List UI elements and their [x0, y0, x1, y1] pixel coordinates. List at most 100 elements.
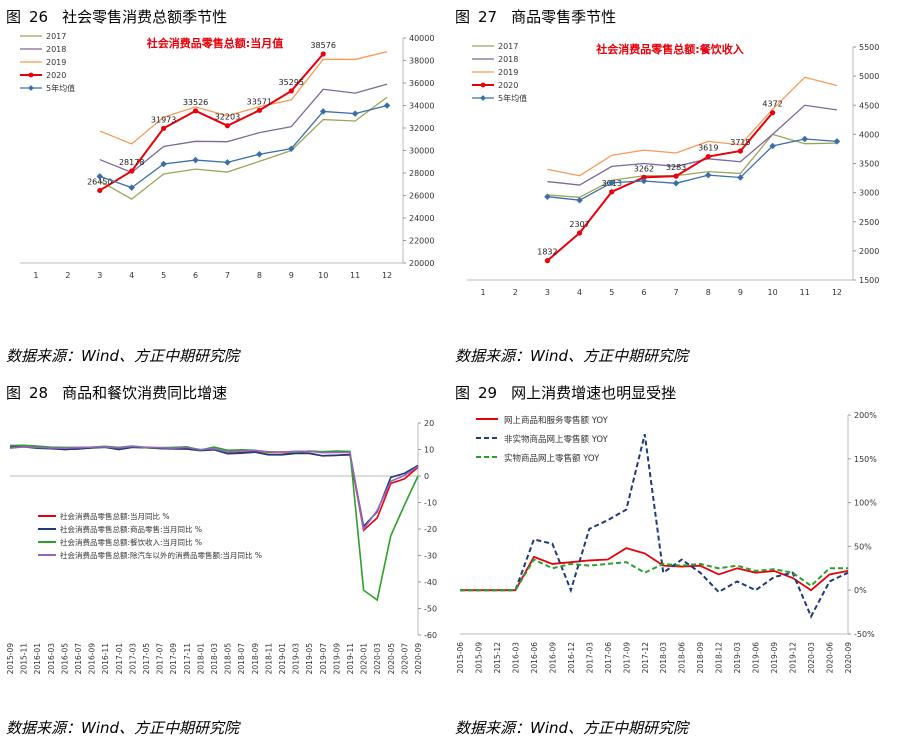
chart-29-online-sales-growth: -50% 0% 50% 100% 150% 200% 2015-06 2015-09 2015-…	[456, 411, 877, 674]
figure-prefix: 图	[455, 8, 471, 26]
legend-marker	[28, 72, 34, 78]
data-label: 38576	[310, 41, 335, 50]
y-tick-label: 22000	[409, 237, 434, 246]
data-point-5年均值	[192, 156, 199, 164]
x-tick-label: 2017-09	[622, 642, 631, 674]
series-line-2019	[99, 51, 388, 145]
y-tick-label: 2500	[859, 218, 879, 227]
x-tick-label: 2016-06	[530, 642, 539, 674]
x-tick-label: 2018-01	[196, 643, 205, 675]
y-tick-label: -10	[424, 499, 437, 508]
x-tick-label: 2016-05	[60, 643, 69, 675]
x-tick-label: 2015-09	[474, 642, 483, 674]
legend-label: 社会消费品零售总额:当月同比 %	[60, 511, 170, 521]
data-label: 2307	[569, 220, 589, 229]
data-point-2020	[320, 51, 326, 57]
y-tick-label: 20	[424, 419, 434, 428]
y-tick-label: -50	[424, 605, 437, 614]
y-tick-label: 10	[424, 446, 434, 455]
x-tick-label: 2017-01	[115, 643, 124, 675]
y-tick-label: 40000	[409, 34, 434, 43]
x-tick-label: 2020-09	[414, 643, 423, 675]
data-point-5年均值	[672, 180, 680, 187]
legend-label: 网上商品和服务零售额 YOY	[504, 415, 609, 426]
legend-label: 2019	[498, 68, 518, 77]
legend-label: 2019	[46, 58, 66, 67]
series-line-2018	[99, 83, 388, 174]
data-point-5年均值	[288, 145, 295, 152]
figure-prefix: 图	[6, 384, 22, 402]
x-tick-label: 2018-12	[715, 642, 724, 674]
data-label: 1832	[537, 248, 557, 257]
data-point-5年均值	[383, 102, 391, 109]
x-tick-label: 2018-03	[210, 643, 219, 675]
series-line-2019	[547, 76, 838, 177]
x-tick-label: 2018-09	[251, 643, 260, 675]
legend-label: 实物商品网上零售额 YOY	[504, 453, 600, 464]
figure-title: 商品零售季节性	[511, 8, 617, 26]
data-point-5年均值	[160, 160, 167, 168]
legend-label: 2017	[498, 42, 518, 51]
x-tick-label: 2015-09	[6, 643, 15, 675]
y-tick-label: 2000	[859, 247, 879, 256]
y-tick-label: 4500	[859, 101, 879, 110]
data-point-2020	[576, 230, 583, 236]
data-point-2020	[737, 148, 744, 154]
y-tick-label: 5000	[859, 72, 879, 81]
x-tick-label: 2015-11	[20, 643, 29, 675]
data-point-2020	[705, 153, 711, 160]
figure-27-caption: 图 27 商品零售季节性	[455, 6, 616, 27]
data-label: 3715	[730, 138, 750, 147]
x-tick-label: 2019-01	[278, 643, 287, 675]
legend-label: 5年均值	[46, 83, 75, 93]
x-tick-label: 2017-06	[604, 642, 613, 674]
figure-prefix: 图	[455, 384, 471, 402]
x-tick-label: 2017-05	[142, 643, 151, 675]
y-tick-label: 4000	[859, 130, 879, 139]
x-tick-label: 7	[674, 288, 679, 297]
legend-label: 非实物商品网上零售额 YOY	[504, 434, 609, 445]
x-tick-label: 11	[800, 288, 810, 297]
data-label: 31973	[151, 115, 176, 124]
y-tick-label: 26000	[409, 192, 434, 201]
x-tick-label: 5	[161, 271, 166, 280]
y-tick-label: 36000	[409, 79, 434, 88]
data-point-2020	[609, 189, 615, 195]
data-point-5年均值	[256, 150, 263, 158]
x-tick-label: 2019-09	[332, 643, 341, 675]
chart-28-yoy-growth: -60 -50 -40 -30 -20 -10 0 10 20 2015-09 2015-11 201…	[6, 419, 437, 675]
y-tick-label: 200%	[854, 411, 877, 420]
data-point-2020	[256, 107, 262, 113]
x-tick-label: 2016-07	[74, 643, 83, 675]
x-tick-label: 2016-09	[88, 643, 97, 675]
x-tick-label: 2016-12	[567, 642, 576, 674]
figure-title: 社会零售消费总额季节性	[62, 8, 228, 26]
data-point-5年均值	[544, 193, 551, 200]
x-tick-label: 2018-06	[678, 642, 687, 674]
data-point-5年均值	[704, 171, 712, 179]
y-tick-label: -20	[424, 525, 437, 534]
y-tick-label: -60	[424, 631, 437, 640]
data-point-2020	[288, 88, 294, 94]
x-tick-label: 2018-05	[224, 643, 233, 675]
x-tick-label: 2019-07	[319, 643, 328, 675]
y-tick-label: 150%	[854, 455, 877, 464]
x-tick-label: 2	[513, 288, 518, 297]
data-label: 3283	[666, 163, 686, 172]
data-label: 33526	[183, 98, 208, 107]
y-tick-label: 5500	[859, 43, 879, 52]
x-tick-label: 12	[382, 271, 392, 280]
legend-label: 2020	[498, 81, 518, 90]
x-tick-label: 8	[706, 288, 711, 297]
legend-marker	[480, 95, 486, 101]
x-tick-label: 12	[832, 288, 842, 297]
figure-number: 29	[478, 384, 498, 402]
y-tick-label: 100%	[854, 499, 877, 508]
figure-29-caption: 图 29 网上消费增速也明显受挫	[455, 382, 676, 403]
x-tick-label: 2020-01	[360, 643, 369, 675]
y-tick-label: -50%	[854, 630, 875, 639]
legend-marker	[480, 82, 486, 88]
data-label: 3619	[698, 144, 718, 153]
data-point-5年均值	[608, 179, 616, 186]
